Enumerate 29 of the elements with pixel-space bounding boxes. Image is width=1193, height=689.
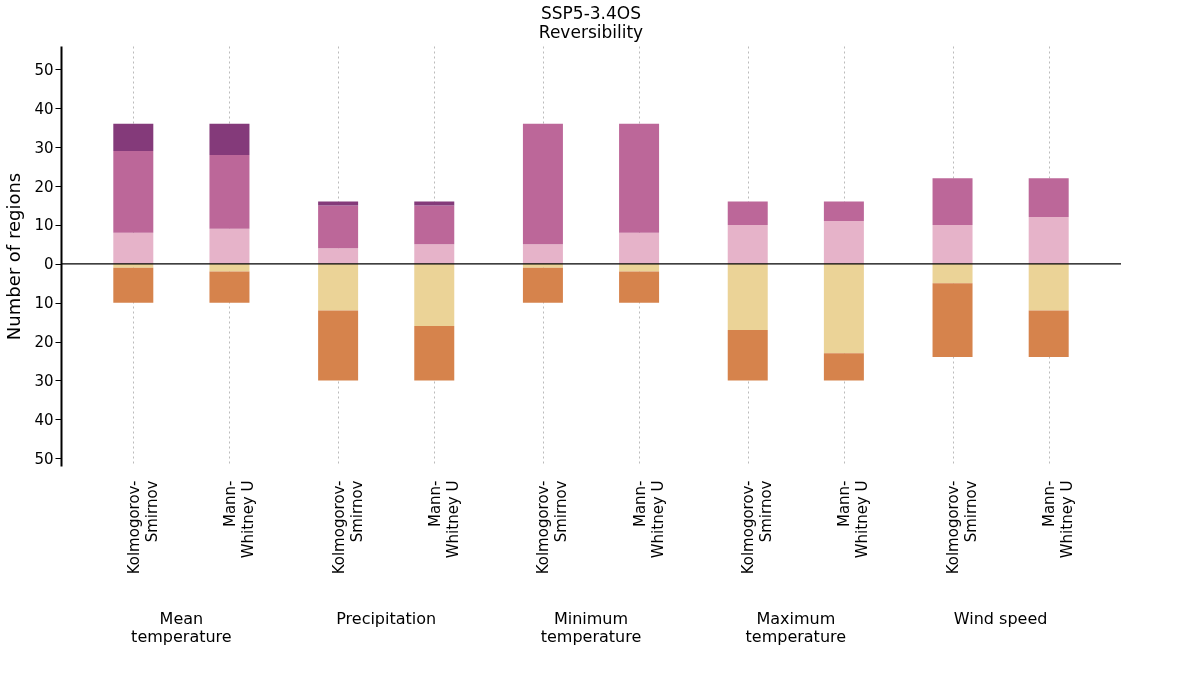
chart-title: SSP5-3.4OS	[541, 3, 641, 23]
y-axis-title: Number of regions	[3, 172, 25, 341]
x-tick-label: Kolmogorov- Smirnov	[534, 480, 571, 575]
chart-subtitle: Reversibility	[538, 22, 644, 42]
text: Wind speed	[953, 609, 1048, 628]
y-tick-label: 50	[34, 449, 54, 468]
y-tick-label: 30	[34, 371, 54, 390]
y-tick-label: 10	[34, 216, 54, 235]
text: Maximum temperature	[745, 609, 847, 646]
text: Mean temperature	[131, 609, 232, 646]
x-tick-label: Kolmogorov- Smirnov	[124, 480, 161, 575]
x-tick-label: Kolmogorov- Smirnov	[739, 480, 776, 575]
y-tick-label: 40	[34, 99, 54, 118]
x-tick-label: Mann- Whitney U	[425, 480, 462, 559]
y-tick-label: 0	[43, 255, 54, 274]
text: Minimum temperature	[540, 609, 642, 646]
x-tick-label: Mann- Whitney U	[630, 480, 667, 559]
text: Precipitation	[336, 609, 437, 628]
x-tick-label: Kolmogorov- Smirnov	[329, 480, 366, 575]
x-tick-label: Mann- Whitney U	[835, 480, 872, 559]
y-tick-label: 50	[34, 60, 54, 79]
y-tick-label: 10	[34, 294, 54, 313]
x-tick-label: Mann- Whitney U	[220, 480, 257, 559]
x-tick-label: Mann- Whitney U	[1040, 480, 1077, 559]
y-tick-label: 40	[34, 410, 54, 429]
y-tick-label: 20	[34, 333, 54, 352]
x-tick-label: Kolmogorov- Smirnov	[944, 480, 981, 575]
y-tick-label: 30	[34, 138, 54, 157]
y-tick-label: 20	[34, 177, 54, 196]
